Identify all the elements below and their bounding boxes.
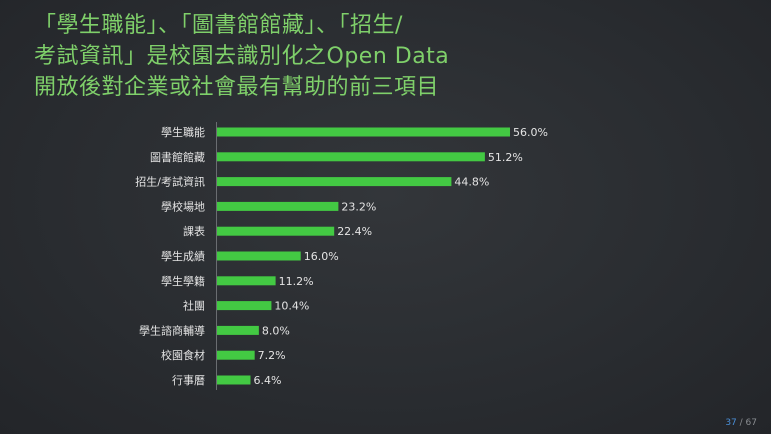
category-label: 學生學籍 <box>161 274 205 288</box>
page-current: 37 <box>725 418 737 428</box>
category-label: 課表 <box>183 224 205 238</box>
bar <box>217 325 259 335</box>
title-line-2: 考試資訊」是校園去識別化之Open Data <box>34 44 450 69</box>
value-label: 16.0% <box>304 250 339 263</box>
category-label: 學生成績 <box>161 249 205 263</box>
value-label: 56.0% <box>513 126 548 139</box>
bar <box>217 152 485 162</box>
bar <box>217 201 339 211</box>
value-label: 11.2% <box>279 275 314 288</box>
value-label: 7.2% <box>258 349 286 362</box>
category-label: 圖書館館藏 <box>150 150 205 164</box>
bar <box>217 226 335 236</box>
category-label: 行事曆 <box>172 374 205 387</box>
category-label: 學生諮商輔導 <box>139 323 205 337</box>
value-label: 44.8% <box>454 176 489 189</box>
bar <box>217 251 301 261</box>
bar <box>217 276 276 286</box>
value-label: 8.0% <box>262 324 290 337</box>
value-label: 22.4% <box>337 225 372 238</box>
bar <box>217 177 452 187</box>
value-label: 23.2% <box>341 200 376 213</box>
bar <box>217 350 255 360</box>
page-separator: / <box>736 418 746 428</box>
category-label: 招生/考試資訊 <box>135 175 205 189</box>
title-line-3: 開放後對企業或社會最有幫助的前三項目 <box>34 75 440 100</box>
category-label: 校園食材 <box>161 348 205 362</box>
slide-title: 「學生職能」、「圖書館館藏」、「招生/ 考試資訊」是校園去識別化之Open Da… <box>34 10 554 103</box>
bar <box>217 127 510 137</box>
page-number: 37 / 67 <box>725 418 757 428</box>
title-line-1: 「學生職能」、「圖書館館藏」、「招生/ <box>34 13 403 38</box>
category-label: 社團 <box>183 299 205 313</box>
value-label: 10.4% <box>274 300 309 313</box>
bar <box>217 301 272 311</box>
value-label: 6.4% <box>253 374 281 387</box>
category-label: 學生職能 <box>161 125 205 139</box>
category-label: 學校場地 <box>161 199 205 213</box>
value-label: 51.2% <box>488 151 523 164</box>
bar <box>217 375 251 385</box>
page-total: 67 <box>745 418 757 428</box>
